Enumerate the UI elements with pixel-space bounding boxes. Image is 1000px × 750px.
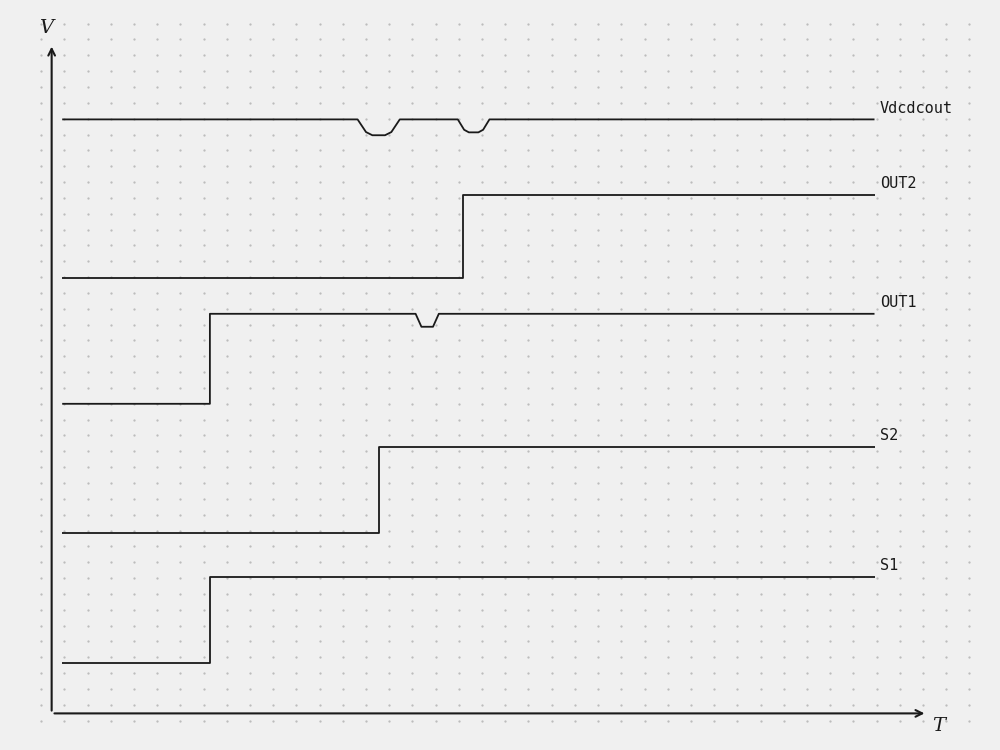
Text: Vdcdcout: Vdcdcout [880, 100, 953, 116]
Text: S2: S2 [880, 428, 898, 443]
Text: S1: S1 [880, 558, 898, 573]
Text: OUT1: OUT1 [880, 296, 916, 310]
Text: OUT2: OUT2 [880, 176, 916, 191]
Text: T: T [933, 717, 946, 735]
Text: V: V [39, 19, 53, 37]
